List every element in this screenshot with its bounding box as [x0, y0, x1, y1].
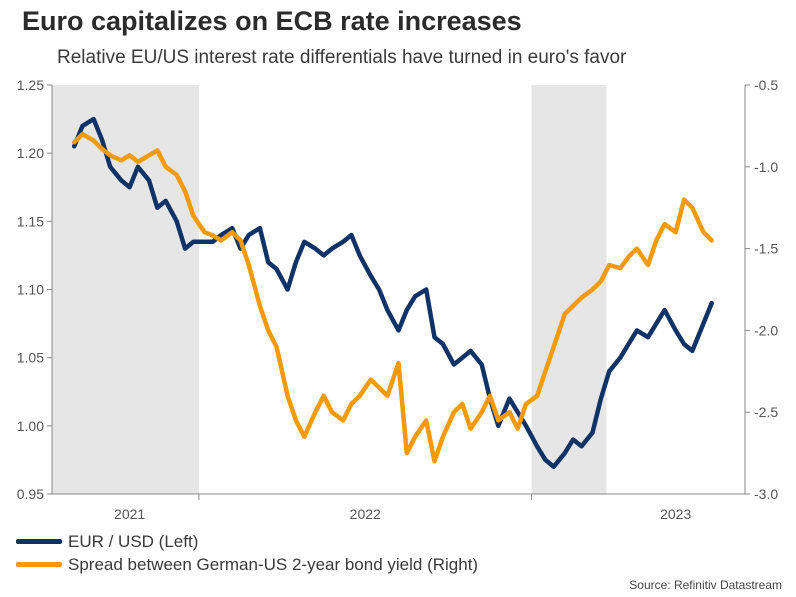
legend-swatch-eurusd [16, 539, 62, 544]
right-tick-label: -2.5 [754, 404, 778, 420]
chart-title: Euro capitalizes on ECB rate increases [22, 6, 522, 36]
shaded-period-1 [52, 85, 199, 494]
legend-swatch-spread [16, 562, 62, 567]
left-tick-label: 1.05 [17, 350, 44, 366]
series-line-spread [71, 131, 714, 464]
series-line-eurusd [71, 116, 714, 469]
left-tick-label: 1.25 [17, 77, 44, 93]
left-tick-label: 1.10 [17, 282, 44, 298]
source-note: Source: Refinitiv Datastream [629, 578, 782, 592]
x-tick-label: 2021 [114, 506, 145, 522]
legend-item-spread: Spread between German-US 2-year bond yie… [16, 553, 478, 576]
right-tick-label: -1.5 [754, 241, 778, 257]
legend: EUR / USD (Left) Spread between German-U… [16, 530, 478, 576]
left-tick-label: 1.20 [17, 145, 44, 161]
x-tick-label: 2023 [660, 506, 691, 522]
chart-subtitle: Relative EU/US interest rate differentia… [57, 47, 627, 68]
right-tick-label: -2.0 [754, 322, 778, 338]
left-tick-label: 1.15 [17, 213, 44, 229]
right-tick-label: -0.5 [754, 77, 778, 93]
left-tick-label: 0.95 [17, 486, 44, 502]
legend-item-eurusd: EUR / USD (Left) [16, 530, 478, 553]
right-tick-label: -1.0 [754, 159, 778, 175]
right-tick-label: -3.0 [754, 486, 778, 502]
x-tick-label: 2022 [350, 506, 381, 522]
legend-label-eurusd: EUR / USD (Left) [68, 531, 199, 551]
left-tick-label: 1.00 [17, 418, 44, 434]
legend-label-spread: Spread between German-US 2-year bond yie… [68, 554, 479, 574]
